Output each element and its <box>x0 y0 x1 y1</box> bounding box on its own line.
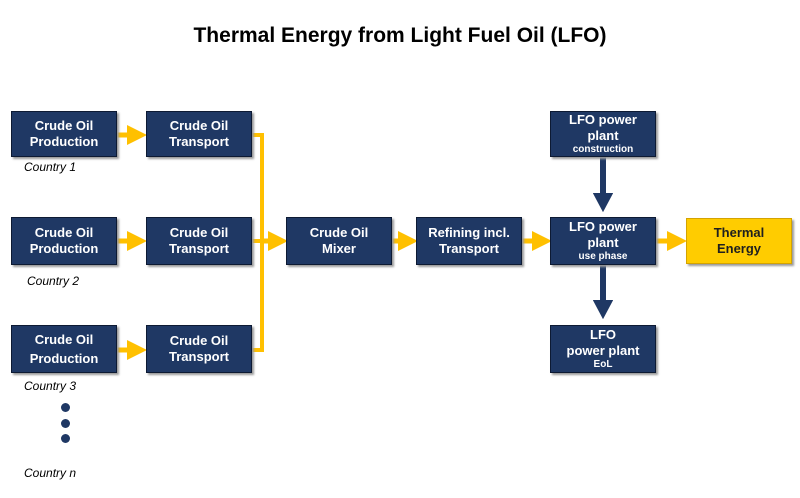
crude-oil-mixer-box: Crude Oil Mixer <box>286 217 392 265</box>
box-label-line2: Energy <box>716 241 762 256</box>
box-label-line2: Production <box>29 134 99 149</box>
diagram-title: Thermal Energy from Light Fuel Oil (LFO) <box>193 24 607 47</box>
box-label-line2: Transport <box>169 241 229 256</box>
crude-oil-transport-box-1: Crude Oil Transport <box>146 111 252 157</box>
ellipsis-dot <box>61 403 70 412</box>
box-label-line1: Crude Oil <box>34 118 94 133</box>
box-label-line1: LFO power <box>569 112 637 127</box>
box-label-line1: LFO power <box>569 219 637 234</box>
lfo-construction-box: LFO power plant construction <box>550 111 656 157</box>
crude-oil-production-box-1: Crude Oil Production <box>11 111 117 157</box>
country-label-n: Country n <box>24 466 77 480</box>
box-label-line1: Crude Oil <box>169 333 229 348</box>
box-label-line2: Production <box>29 241 99 256</box>
lfo-eol-box: LFO power plant EoL <box>550 325 656 373</box>
box-label-line2: Transport <box>439 241 499 256</box>
box-label-line2: Transport <box>169 134 229 149</box>
box-label-line1: LFO <box>590 327 616 342</box>
box-label-line1: Refining incl. <box>428 225 510 240</box>
country-label-3: Country 3 <box>24 379 77 393</box>
box-label-line1: Crude Oil <box>34 225 94 240</box>
box-label-line2: power plant <box>566 343 640 358</box>
box-label-line3: EoL <box>593 359 613 370</box>
box-label-line2: Transport <box>169 349 229 364</box>
ellipsis-dot <box>61 434 70 443</box>
thermal-energy-box: Thermal Energy <box>686 218 792 264</box>
box-label-line2: plant <box>587 235 619 250</box>
box-label-line3: construction <box>572 144 634 155</box>
box-label-line1: Crude Oil <box>34 331 94 347</box>
country-label-1: Country 1 <box>24 160 77 174</box>
ellipsis-dot <box>61 419 70 428</box>
box-label-line1: Thermal <box>713 225 765 240</box>
crude-oil-transport-box-3: Crude Oil Transport <box>146 325 252 373</box>
lfo-usephase-box: LFO power plant use phase <box>550 217 656 265</box>
crude-oil-production-box-2: Crude Oil Production <box>11 217 117 265</box>
box-label-line2: Mixer <box>322 241 356 256</box>
box-label-line2: plant <box>587 128 619 143</box>
refining-transport-box: Refining incl. Transport <box>416 217 522 265</box>
box-label-line1: Crude Oil <box>309 225 369 240</box>
country-label-2: Country 2 <box>27 274 80 288</box>
box-label-line1: Crude Oil <box>169 225 229 240</box>
box-label-line3: use phase <box>578 251 628 262</box>
box-label-line1: Crude Oil <box>169 118 229 133</box>
crude-oil-transport-box-2: Crude Oil Transport <box>146 217 252 265</box>
box-label-line2: Production <box>29 350 99 366</box>
crude-oil-production-box-3: Crude Oil Production <box>11 325 117 373</box>
